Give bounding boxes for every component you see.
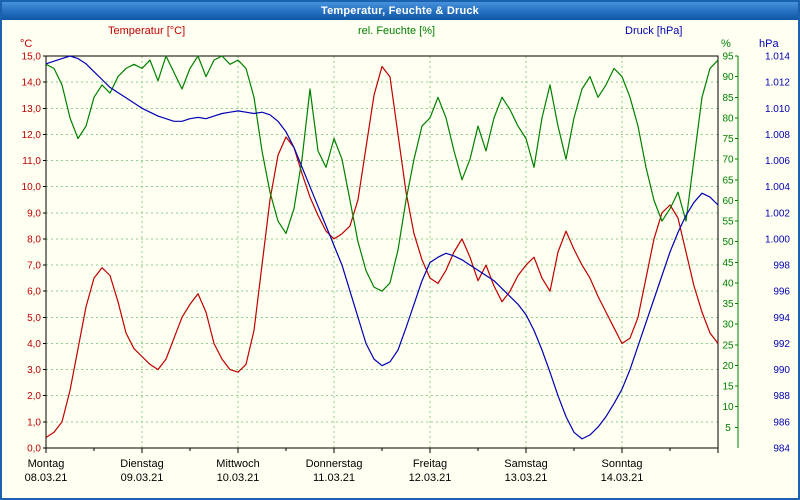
x-axis-label-date: 13.03.21 xyxy=(505,472,548,484)
x-axis-label-weekday: Mittwoch xyxy=(216,458,259,470)
x-axis-label-weekday: Freitag xyxy=(413,458,447,470)
y-axis-label-humidity: 5 xyxy=(725,423,731,434)
y-axis-label-pressure: 988 xyxy=(773,391,790,402)
y-axis-label-pressure: 990 xyxy=(773,365,790,376)
y-axis-label-humidity: 25 xyxy=(722,340,734,351)
y-axis-label-temperature: 8,0 xyxy=(27,234,41,245)
legend-humidity: rel. Feuchte [%] xyxy=(358,25,436,37)
x-axis-label-weekday: Dienstag xyxy=(120,458,163,470)
y-axis-label-pressure: 996 xyxy=(773,287,790,298)
y-axis-label-humidity: 80 xyxy=(722,113,734,124)
legend-pressure: Druck [hPa] xyxy=(625,25,683,37)
y-axis-label-pressure: 1.004 xyxy=(765,182,790,193)
y-axis-label-humidity: 45 xyxy=(722,258,734,269)
x-axis-label-date: 12.03.21 xyxy=(409,472,452,484)
x-axis-label-weekday: Donnerstag xyxy=(306,458,363,470)
y-axis-label-humidity: 65 xyxy=(722,175,734,186)
y-axis-label-pressure: 984 xyxy=(773,444,790,455)
y-axis-label-temperature: 10,0 xyxy=(22,182,42,193)
y-axis-label-humidity: 85 xyxy=(722,93,734,104)
y-axis-label-humidity: 60 xyxy=(722,196,734,207)
y-axis-label-humidity: 15 xyxy=(722,382,734,393)
temperature-line xyxy=(45,65,719,439)
x-axis-label-date: 10.03.21 xyxy=(217,472,260,484)
window-title: Temperatur, Feuchte & Druck xyxy=(320,5,479,17)
y-axis-label-pressure: 1.014 xyxy=(765,52,790,63)
y-axis-label-temperature: 11,0 xyxy=(22,156,41,167)
y-axis-label-humidity: 75 xyxy=(722,134,734,145)
y-axis-label-temperature: 2,0 xyxy=(27,391,41,402)
y-axis-label-pressure: 1.002 xyxy=(765,208,790,219)
x-axis-label-weekday: Sonntag xyxy=(602,458,643,470)
y-axis-label-humidity: 20 xyxy=(722,361,734,372)
legend-temperature: Temperatur [°C] xyxy=(108,25,186,37)
humidity-line xyxy=(45,55,719,292)
y-axis-label-temperature: 7,0 xyxy=(27,261,41,272)
y-axis-label-pressure: 1.012 xyxy=(765,78,790,89)
x-axis-label-date: 11.03.21 xyxy=(313,472,355,484)
y-axis-label-temperature: 14,0 xyxy=(22,78,42,89)
x-axis-label-date: 08.03.21 xyxy=(25,472,68,484)
y-axis-label-humidity: 50 xyxy=(722,237,734,248)
y-axis-unit-percent: % xyxy=(721,38,731,50)
y-axis-label-temperature: 13,0 xyxy=(22,104,42,115)
y-axis-label-humidity: 35 xyxy=(722,299,734,310)
y-axis-label-temperature: 9,0 xyxy=(27,208,41,219)
y-axis-unit-hpa: hPa xyxy=(759,38,779,50)
y-axis-label-pressure: 986 xyxy=(773,417,790,428)
y-axis-label-pressure: 1.000 xyxy=(765,234,790,245)
plot-frame xyxy=(45,55,719,449)
y-axis-label-pressure: 1.006 xyxy=(765,156,790,167)
y-axis-label-temperature: 12,0 xyxy=(22,130,42,141)
y-axis-label-temperature: 5,0 xyxy=(27,313,41,324)
y-axis-label-humidity: 30 xyxy=(722,320,734,331)
y-axis-label-pressure: 1.008 xyxy=(765,130,790,141)
y-axis-label-temperature: 1,0 xyxy=(27,417,41,428)
window-titlebar[interactable]: Temperatur, Feuchte & Druck xyxy=(2,2,798,20)
pressure-line xyxy=(45,55,719,440)
y-axis-label-temperature: 15,0 xyxy=(22,52,42,63)
y-axis-label-pressure: 998 xyxy=(773,261,790,272)
y-axis-label-humidity: 10 xyxy=(722,402,734,413)
y-axis-label-temperature: 0,0 xyxy=(27,444,41,455)
y-axis-label-humidity: 40 xyxy=(722,278,734,289)
y-axis-label-humidity: 95 xyxy=(722,52,734,63)
y-axis-label-humidity: 70 xyxy=(722,155,734,166)
x-axis-label-weekday: Samstag xyxy=(504,458,547,470)
y-axis-label-pressure: 992 xyxy=(773,339,790,350)
y-axis-unit-celsius: °C xyxy=(20,38,33,50)
y-axis-label-pressure: 1.010 xyxy=(765,104,790,115)
y-axis-label-temperature: 4,0 xyxy=(27,339,41,350)
y-axis-label-pressure: 994 xyxy=(773,313,790,324)
y-axis-label-temperature: 6,0 xyxy=(27,287,41,298)
y-axis-label-temperature: 3,0 xyxy=(27,365,41,376)
x-axis-label-weekday: Montag xyxy=(28,458,65,470)
x-axis-label-date: 14.03.21 xyxy=(601,472,644,484)
x-axis-label-date: 09.03.21 xyxy=(121,472,164,484)
y-axis-label-humidity: 55 xyxy=(722,217,734,228)
y-axis-label-humidity: 90 xyxy=(722,72,734,83)
